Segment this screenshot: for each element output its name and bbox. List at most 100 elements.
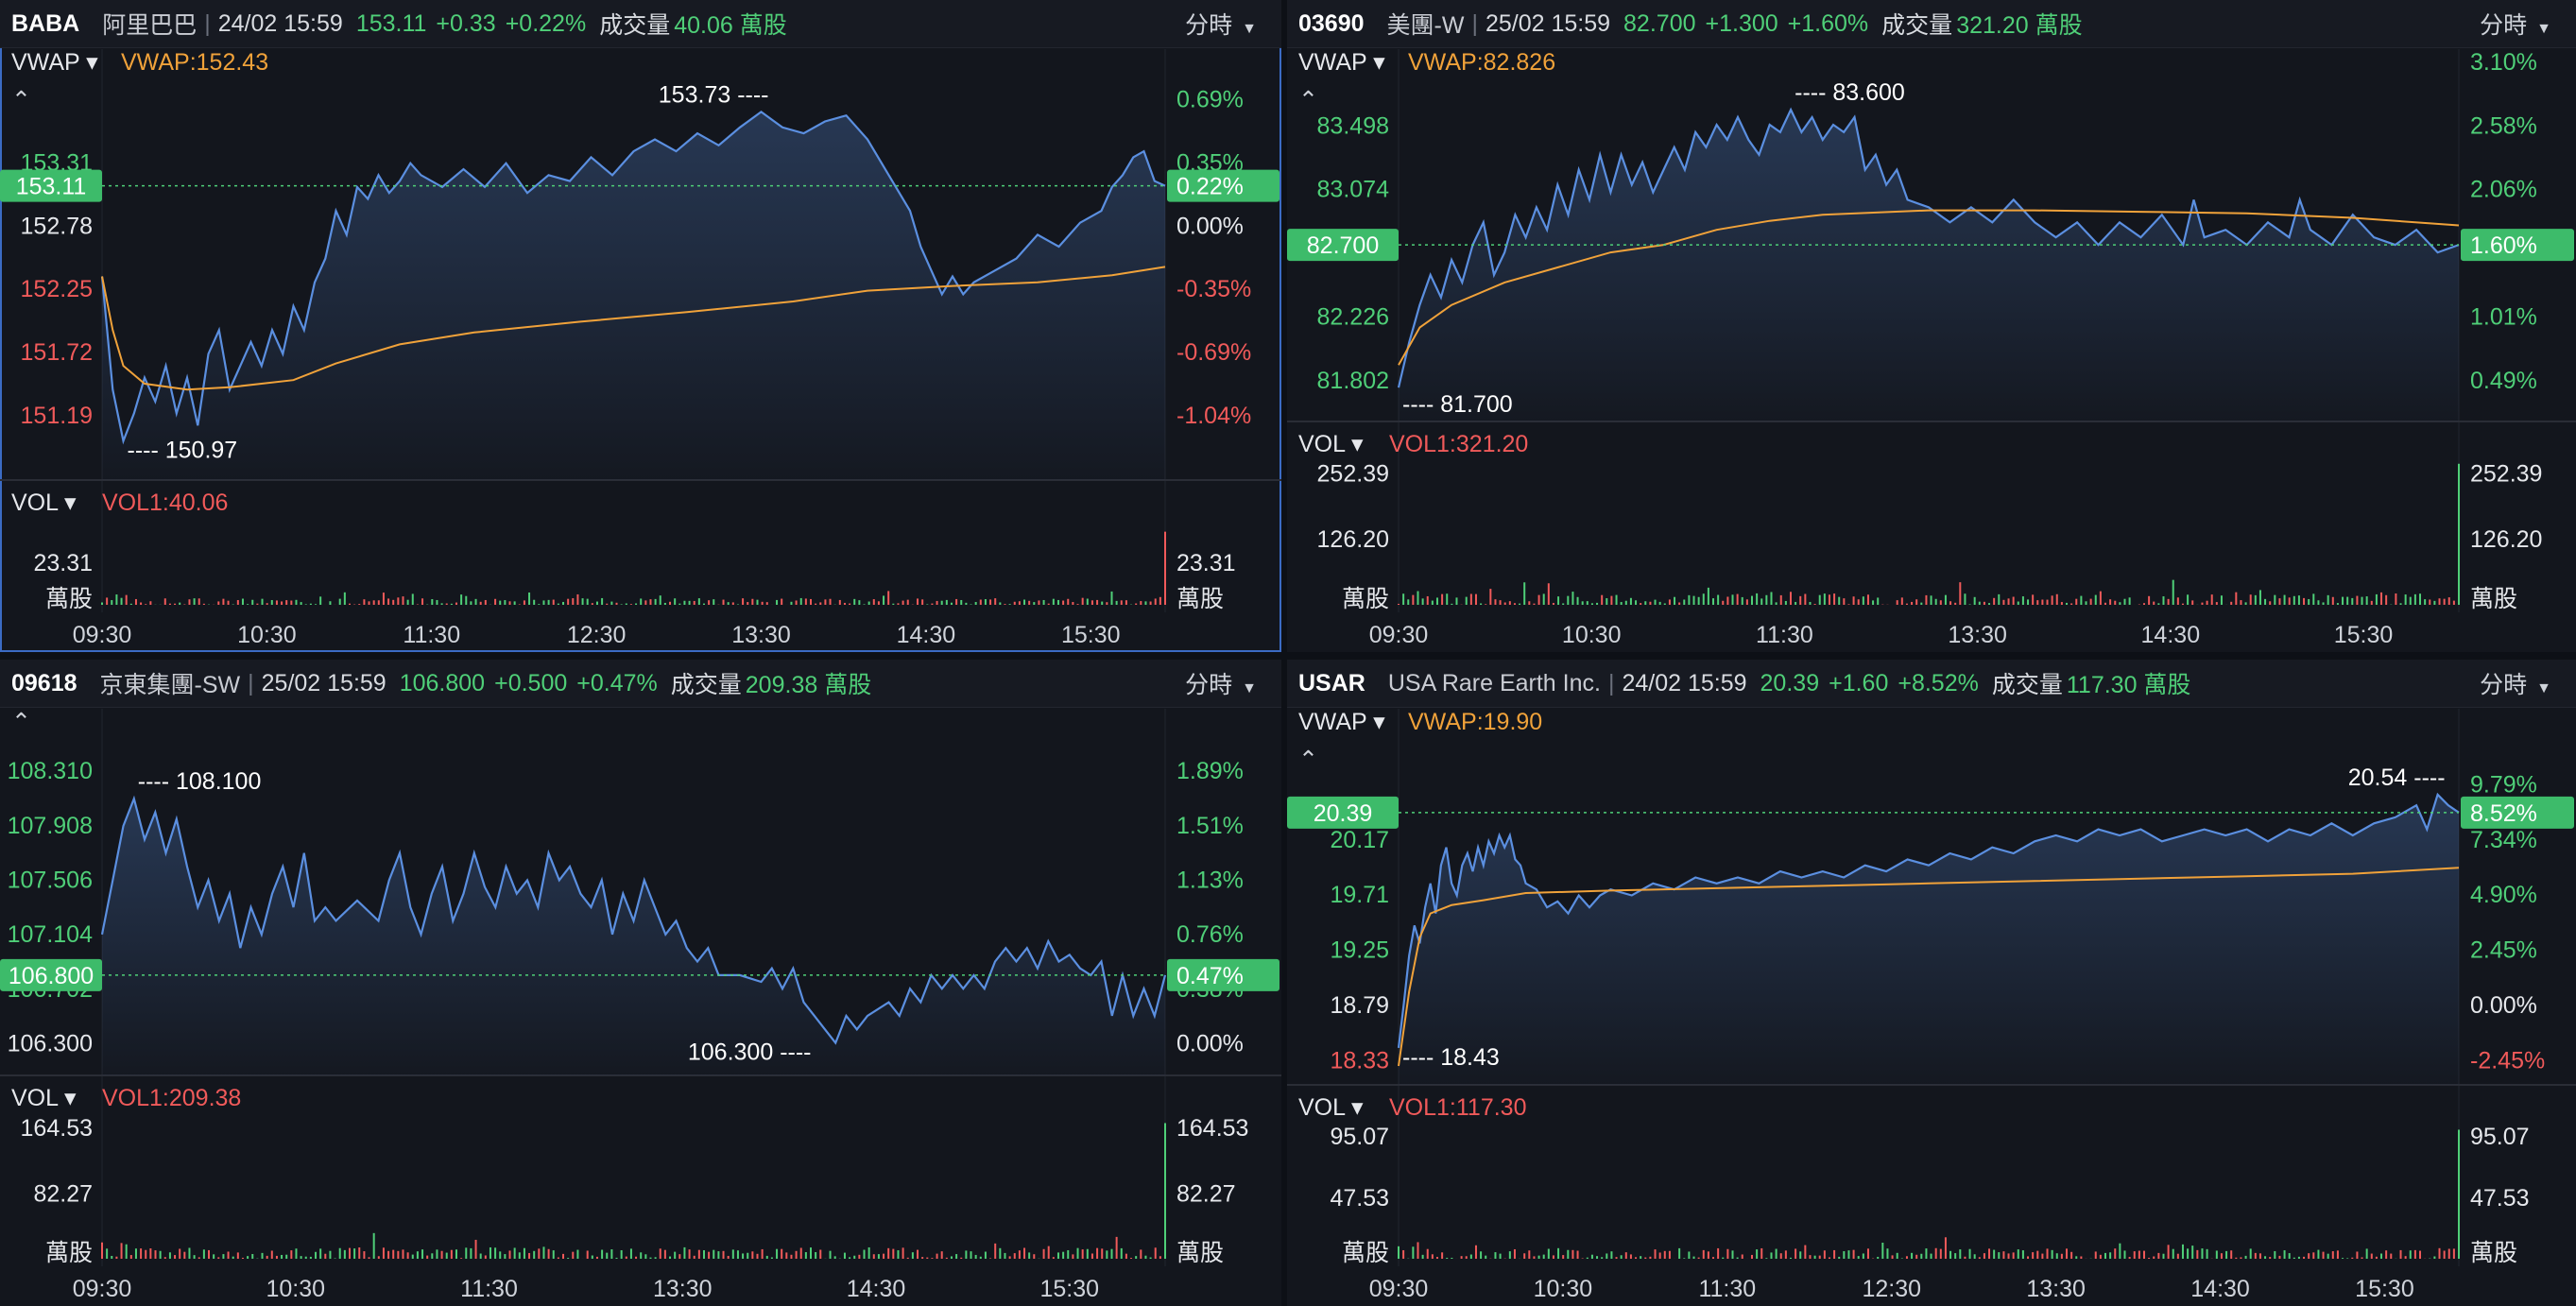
indicator-selector[interactable]: VWAP ▾ [1298, 49, 1385, 76]
volume-bar [2327, 594, 2329, 605]
timeframe-selector[interactable]: 分時 ▼ [1185, 666, 1257, 700]
volume-indicator-selector[interactable]: VOL ▾ [11, 490, 77, 516]
volume-bar [445, 1252, 448, 1259]
volume-bar [1159, 596, 1161, 605]
volume-bar [1004, 1252, 1006, 1259]
volume-bar [1765, 594, 1768, 605]
volume-bar [460, 1258, 463, 1259]
volume-bar [1557, 1247, 1560, 1259]
volume-bar [595, 601, 598, 605]
volume-bar [1004, 604, 1006, 605]
volume-bar [1620, 1255, 1623, 1259]
volume-bar [2356, 1251, 2359, 1259]
volume-bar [765, 1255, 768, 1259]
volume-bar [202, 603, 205, 605]
volume-bar [804, 1252, 807, 1259]
volume-bar [562, 1253, 565, 1259]
volume-indicator-selector[interactable]: VOL ▾ [11, 1085, 77, 1111]
volume-bar [742, 598, 745, 605]
volume-bar [499, 1251, 502, 1259]
indicator-selector[interactable]: VWAP ▾ [1298, 709, 1385, 735]
volume-bar [523, 600, 525, 605]
volume-bar [1485, 1255, 1487, 1259]
volume-bar [179, 1248, 181, 1259]
chart-panel-baba[interactable]: BABA 阿里巴巴 | 24/02 15:59 153.11 +0.33 +0.22% 成交量… [0, 0, 1281, 652]
volume-bar [979, 599, 982, 605]
volume-bar [281, 1254, 283, 1259]
volume-bar [455, 602, 457, 605]
caret-down-icon: ▼ [2536, 680, 2551, 696]
volume-bar [858, 600, 861, 605]
volume-bar [2283, 594, 2286, 605]
timeframe-selector[interactable]: 分時 ▼ [2480, 7, 2551, 41]
volume-bar [2424, 599, 2427, 605]
volume-bar [1925, 1248, 1928, 1259]
volume-bar [329, 601, 332, 605]
volume-bar [2293, 595, 2295, 605]
chart-panel-09618[interactable]: 09618 京東集團-SW | 25/02 15:59 106.800 +0.500 +0.… [0, 660, 1281, 1306]
timeframe-selector[interactable]: 分時 ▼ [2480, 666, 2551, 700]
volume-bar [606, 603, 609, 605]
chart-panel-03690[interactable]: 03690 美團-W | 25/02 15:59 82.700 +1.300 +1.60% 成… [1287, 0, 2576, 652]
chevron-up-icon[interactable]: ⌃ [1298, 747, 1318, 773]
volume-bar [776, 599, 779, 605]
volume-bar [2089, 598, 2092, 605]
volume-bar [970, 1251, 972, 1259]
volume-bar [2404, 594, 2407, 605]
price-tick-label: 151.72 [21, 339, 93, 366]
volume-bar [193, 598, 196, 605]
volume-indicator-selector[interactable]: VOL ▾ [1298, 1094, 1364, 1121]
volume-bar [702, 603, 705, 605]
last-price-badge [0, 958, 102, 991]
time-tick-label: 13:30 [1948, 622, 2007, 648]
volume-unit-right: 萬股 [2470, 586, 2517, 612]
chart-panel-usar[interactable]: USAR USA Rare Earth Inc. | 24/02 15:59 20.39… [1287, 660, 2576, 1306]
volume-bar [2399, 603, 2402, 605]
volume-indicator-selector[interactable]: VOL ▾ [1298, 431, 1364, 457]
volume-unit-right: 萬股 [1176, 586, 1224, 612]
percent-tick-label: 0.49% [2470, 368, 2537, 394]
volume-bar [1028, 600, 1031, 605]
volume-bar [1528, 1250, 1531, 1259]
indicator-selector[interactable]: VWAP ▾ [11, 49, 98, 76]
volume-bar [2142, 1250, 2145, 1259]
volume-bar [644, 1254, 647, 1259]
volume-bar [1683, 1258, 1686, 1259]
volume-bar [1601, 594, 1604, 605]
volume-bar [1435, 597, 1438, 605]
volume-bar [736, 1250, 739, 1259]
volume-bar [1678, 602, 1681, 605]
chevron-up-icon[interactable]: ⌃ [11, 87, 31, 113]
chevron-up-icon[interactable]: ⌃ [1298, 87, 1318, 113]
volume-bar [1441, 1252, 1444, 1259]
time-tick-label: 10:30 [266, 1276, 325, 1302]
volume-bar [1983, 601, 1985, 605]
volume-bar [188, 1247, 191, 1259]
volume-bar [1537, 594, 1540, 605]
volume-bar [528, 1252, 531, 1259]
volume-bar [1736, 593, 1739, 605]
volume-bar [1726, 596, 1729, 605]
volume-bar [1067, 598, 1070, 605]
volume-bar [2080, 595, 2083, 605]
volume-bar [2027, 1256, 2030, 1259]
volume-bar [1911, 601, 1914, 605]
volume-bar [649, 1257, 652, 1259]
volume-bar [1756, 1249, 1759, 1259]
volume-bar [2017, 1249, 2019, 1259]
separator: | [1471, 9, 1478, 37]
volume-bar [2002, 599, 2005, 605]
timeframe-selector[interactable]: 分時 ▼ [1185, 7, 1257, 41]
vwap-line [101, 266, 1166, 391]
volume-bar [2336, 603, 2339, 605]
volume-bar [620, 1249, 623, 1259]
volume-bar [1421, 598, 1424, 605]
volume-bar [688, 600, 691, 605]
volume-bar [1421, 1254, 1424, 1259]
volume-bar [2167, 1245, 2170, 1259]
volume-bar [197, 1257, 200, 1259]
chevron-up-icon[interactable]: ⌃ [11, 709, 31, 735]
volume-bar [1934, 598, 1937, 605]
volume-bar [1760, 1247, 1763, 1259]
volume-bar [2303, 597, 2306, 605]
